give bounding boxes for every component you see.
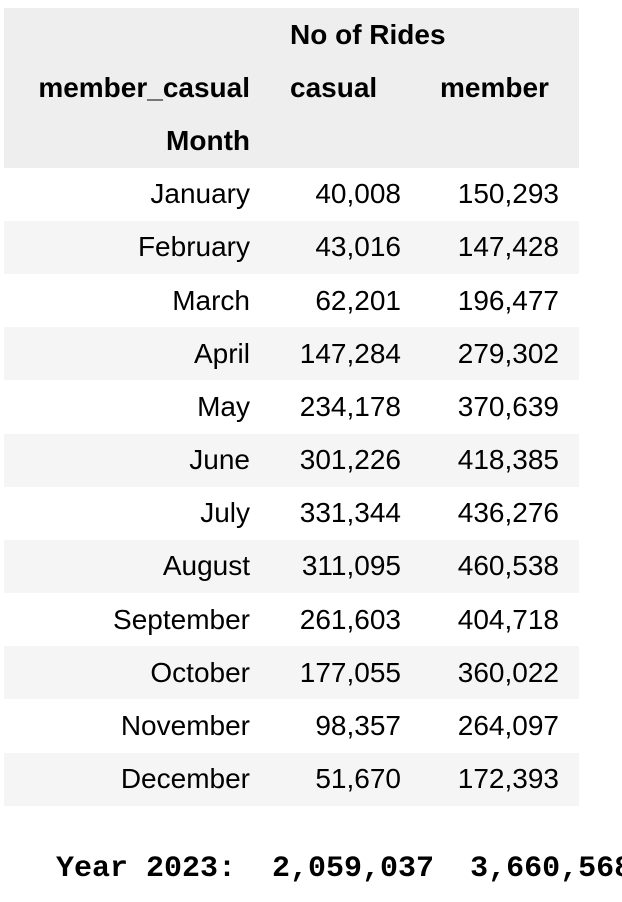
month-cell: October bbox=[150, 656, 250, 688]
header-row-top: No of Rides bbox=[4, 8, 579, 62]
member-cell: 460,538 bbox=[457, 550, 559, 582]
month-cell: November bbox=[120, 710, 250, 742]
month-cell: September bbox=[113, 603, 250, 635]
row-index-name: Month bbox=[166, 124, 250, 156]
member-cell: 360,022 bbox=[457, 656, 559, 688]
pivot-table: No of Rides member_casual casual member … bbox=[4, 8, 579, 806]
casual-cell: 147,284 bbox=[299, 337, 401, 369]
casual-cell: 301,226 bbox=[299, 444, 401, 476]
member-cell: 436,276 bbox=[457, 497, 559, 529]
table-row: March 62,201 196,477 bbox=[4, 273, 579, 328]
month-cell: March bbox=[172, 284, 250, 316]
table-row: October 177,055 360,022 bbox=[4, 646, 579, 700]
column-header-member: member bbox=[440, 71, 549, 103]
casual-cell: 177,055 bbox=[299, 656, 401, 688]
table-row: December 51,670 172,393 bbox=[4, 752, 579, 806]
casual-cell: 98,357 bbox=[315, 710, 401, 742]
header-row-columns: member_casual casual member bbox=[4, 61, 579, 115]
casual-cell: 234,178 bbox=[299, 390, 401, 422]
table-row: January 40,008 150,293 bbox=[4, 167, 579, 221]
table-row: August 311,095 460,538 bbox=[4, 539, 579, 594]
table-row: July 331,344 436,276 bbox=[4, 486, 579, 540]
month-cell: July bbox=[200, 497, 250, 529]
member-cell: 147,428 bbox=[457, 231, 559, 263]
table-row: September 261,603 404,718 bbox=[4, 593, 579, 647]
column-header-casual: casual bbox=[290, 71, 378, 103]
header-row-index: Month bbox=[4, 114, 579, 168]
table-row: November 98,357 264,097 bbox=[4, 699, 579, 753]
member-cell: 196,477 bbox=[457, 284, 559, 316]
month-cell: December bbox=[120, 763, 250, 795]
member-cell: 172,393 bbox=[457, 763, 559, 795]
casual-cell: 261,603 bbox=[299, 603, 401, 635]
table-row: June 301,226 418,385 bbox=[4, 433, 579, 487]
casual-cell: 311,095 bbox=[301, 550, 401, 582]
table-row: February 43,016 147,428 bbox=[4, 220, 579, 274]
month-cell: May bbox=[197, 390, 250, 422]
year-totals-output: Year 2023: 2,059,037 3,660,568 bbox=[56, 852, 622, 886]
column-group-header: No of Rides bbox=[290, 18, 446, 50]
casual-cell: 51,670 bbox=[315, 763, 401, 795]
member-cell: 264,097 bbox=[457, 710, 559, 742]
member-cell: 404,718 bbox=[457, 603, 559, 635]
month-cell: June bbox=[189, 444, 250, 476]
member-cell: 370,639 bbox=[457, 390, 559, 422]
column-index-name: member_casual bbox=[38, 71, 250, 103]
month-cell: February bbox=[137, 231, 250, 263]
member-cell: 150,293 bbox=[457, 178, 559, 210]
member-cell: 279,302 bbox=[457, 337, 559, 369]
month-cell: January bbox=[150, 178, 250, 210]
table-row: April 147,284 279,302 bbox=[4, 327, 579, 381]
casual-cell: 40,008 bbox=[315, 178, 401, 210]
casual-cell: 43,016 bbox=[315, 231, 401, 263]
casual-cell: 331,344 bbox=[299, 497, 401, 529]
casual-cell: 62,201 bbox=[315, 284, 401, 316]
month-cell: April bbox=[193, 337, 250, 369]
month-cell: August bbox=[162, 550, 250, 582]
table-row: May 234,178 370,639 bbox=[4, 380, 579, 434]
member-cell: 418,385 bbox=[457, 444, 559, 476]
